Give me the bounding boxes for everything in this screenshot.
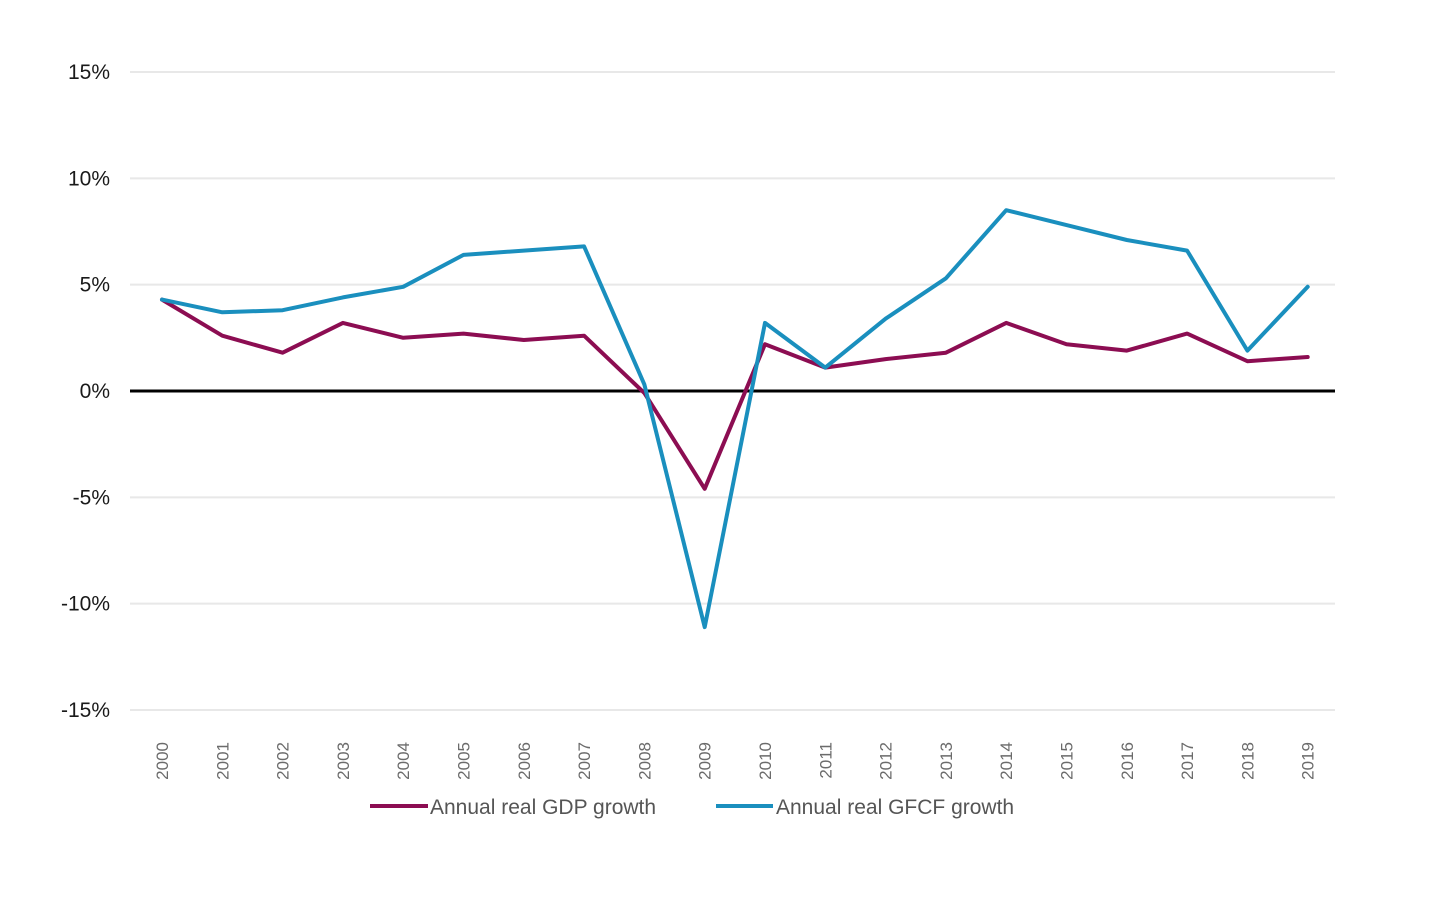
x-tick-label: 2014	[997, 742, 1016, 780]
series-line-gfcf	[160, 208, 1310, 630]
x-tick-label: 2015	[1058, 742, 1077, 780]
x-tick-label: 2005	[455, 742, 474, 780]
y-tick-label: 15%	[68, 61, 110, 84]
x-tick-label: 2001	[213, 742, 232, 780]
y-tick-label: 0%	[80, 380, 110, 403]
gridlines	[130, 71, 1335, 711]
x-tick-label: 2013	[937, 742, 956, 780]
x-tick-label: 2000	[153, 742, 172, 780]
x-axis: 2000 2001 2002 2003 2004 2005 2006 2007 2008 2009…	[153, 742, 1318, 780]
legend: Annual real GDP growth Annual real GFCF g…	[370, 796, 1014, 819]
x-tick-label: 2017	[1178, 742, 1197, 780]
x-tick-label: 2002	[274, 742, 293, 780]
x-tick-label: 2010	[756, 742, 775, 780]
x-tick-label: 2008	[635, 742, 654, 780]
y-tick-label: -5%	[73, 486, 110, 509]
series-lines	[160, 208, 1310, 630]
legend-item-gfcf: Annual real GFCF growth	[716, 796, 1014, 819]
legend-item-gdp: Annual real GDP growth	[370, 796, 656, 819]
y-tick-label: -10%	[61, 593, 110, 616]
legend-label: Annual real GFCF growth	[776, 796, 1014, 819]
x-tick-label: 2011	[816, 742, 835, 779]
x-tick-label: 2018	[1238, 742, 1257, 780]
y-axis: 15% 10% 5% 0% -5% -10% -15%	[61, 61, 110, 722]
x-tick-label: 2004	[394, 742, 413, 780]
y-tick-label: 10%	[68, 167, 110, 190]
x-tick-label: 2016	[1118, 742, 1137, 780]
x-tick-label: 2019	[1299, 742, 1318, 780]
x-tick-label: 2007	[575, 742, 594, 780]
y-tick-label: -15%	[61, 699, 110, 722]
legend-label: Annual real GDP growth	[430, 796, 656, 819]
series-line-gdp	[160, 297, 1310, 491]
x-tick-label: 2009	[696, 742, 715, 780]
x-tick-label: 2003	[334, 742, 353, 780]
x-tick-label: 2006	[515, 742, 534, 780]
x-tick-label: 2012	[877, 742, 896, 780]
y-tick-label: 5%	[80, 274, 110, 297]
